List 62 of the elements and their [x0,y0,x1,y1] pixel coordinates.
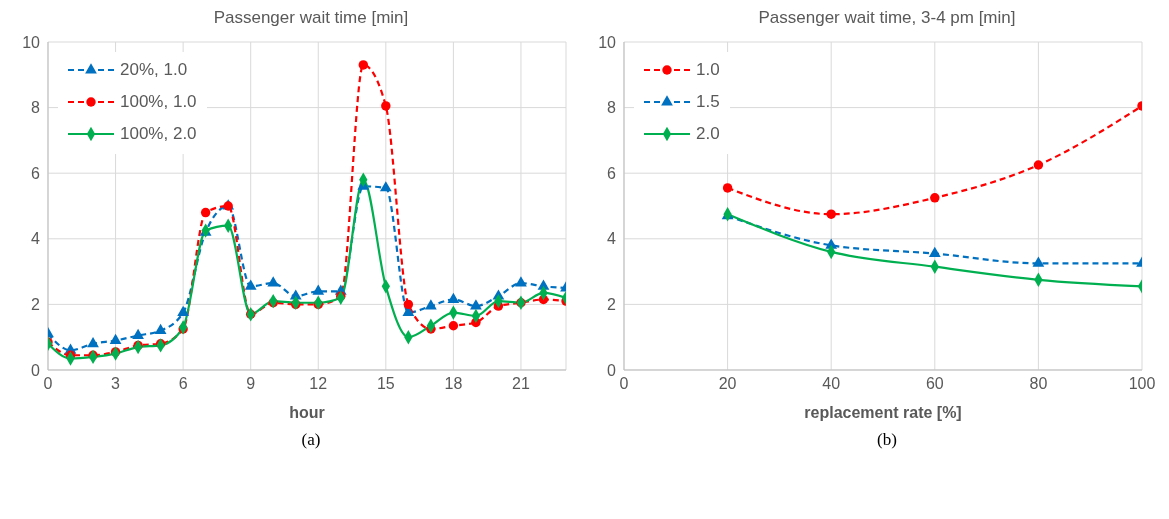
point [244,279,257,290]
y-tick-label: 8 [31,99,41,117]
x-tick-label: 12 [309,375,328,393]
point [403,299,414,310]
point [1032,256,1045,267]
point [109,333,122,344]
y-tick-label: 10 [598,33,617,51]
x-tick-label: 18 [444,375,463,393]
point [267,276,280,287]
point [200,207,211,218]
point [1033,160,1044,170]
x-tick-label: 60 [925,375,944,393]
legend-label: 100%, 1.0 [120,91,197,113]
x-tick-label: 80 [1029,375,1048,393]
x-tick-label: 0 [619,375,629,393]
x-tick-label: 100 [1128,375,1156,393]
y-tick-label: 6 [31,164,41,182]
y-tick-label: 4 [31,230,41,248]
point [312,284,325,295]
legend-label: 1.0 [696,59,720,81]
chart-title: Passenger wait time, 3-4 pm [min] [757,8,1017,29]
point [826,209,836,219]
point [154,323,167,335]
y-tick-label: 10 [22,33,41,51]
point [132,328,144,339]
point [930,193,940,203]
point [722,183,733,193]
x-axis-title: replacement rate [%] [804,404,962,421]
point [381,101,391,111]
point [87,336,99,348]
x-tick-label: 3 [111,375,121,393]
point [470,299,482,310]
point [177,305,190,316]
x-tick-label: 21 [512,375,530,393]
point [928,246,941,257]
x-tick-label: 15 [376,375,395,393]
point [358,60,369,70]
legend-label: 100%, 2.0 [120,123,197,145]
text: (a) [300,430,322,450]
y-tick-label: 4 [607,230,617,248]
y-tick-label: 2 [31,296,41,314]
x-tick-label: 9 [246,375,256,393]
text: (b) [876,430,898,450]
legend-label: 20%, 1.0 [120,59,188,81]
chart-title: Passenger wait time [min] [212,8,410,29]
point [424,299,437,310]
legend-label: 2.0 [696,123,720,145]
y-tick-label: 0 [607,361,617,379]
x-tick-label: 0 [43,375,53,393]
legend-label: 1.5 [696,91,720,113]
x-tick-label: 20 [718,375,737,393]
point [447,292,460,303]
x-tick-label: 40 [822,375,841,393]
y-tick-label: 0 [31,361,41,379]
x-tick-label: 6 [178,375,188,393]
point [379,181,392,192]
y-tick-label: 8 [607,99,617,117]
point [448,321,459,331]
point [515,276,527,287]
x-axis-title: hour [289,404,325,421]
y-tick-label: 2 [607,296,617,314]
y-tick-label: 6 [607,164,617,182]
